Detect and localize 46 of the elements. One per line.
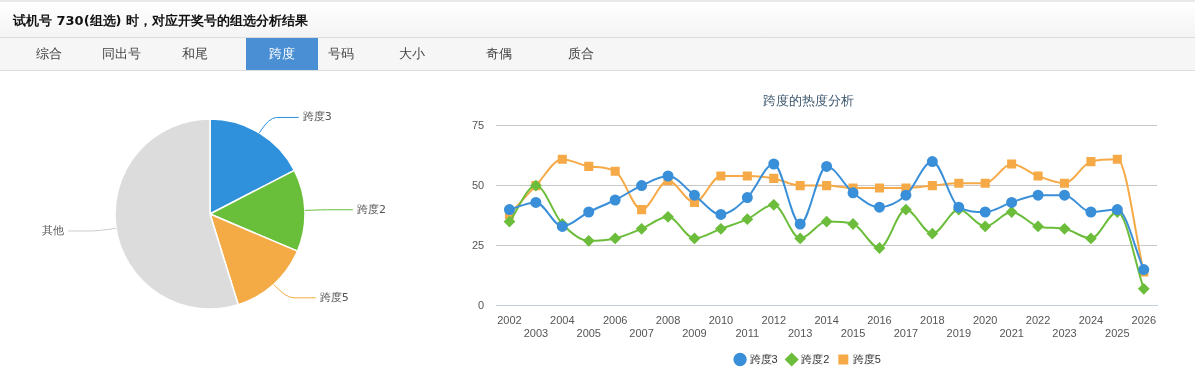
x-tick-label: 2023 [1052, 327, 1077, 340]
x-tick-label: 2008 [655, 314, 681, 327]
x-tick-label: 2010 [708, 314, 734, 327]
x-tick-label: 2016 [867, 314, 892, 327]
x-tick-label: 2019 [946, 327, 972, 340]
y-tick-label: 0 [478, 298, 485, 311]
x-tick-label: 2026 [1131, 314, 1157, 327]
x-tick-label: 2007 [629, 327, 654, 340]
text: 质合 [567, 45, 595, 63]
text: 跨度 [246, 38, 318, 70]
x-tick-label: 2009 [682, 327, 707, 340]
x-tick-label: 2025 [1105, 327, 1130, 340]
x-tick-label: 2021 [999, 327, 1024, 340]
y-tick-label: 25 [471, 238, 485, 251]
text: 大小 [398, 45, 426, 63]
x-tick-label: 2022 [1025, 314, 1051, 327]
text: 奇偶 [485, 45, 513, 63]
slice-label: 其他 [42, 223, 65, 237]
text: 和尾 [181, 45, 209, 63]
text: 同出号 [100, 45, 142, 63]
chart-title: 跨度的热度分析 [763, 93, 854, 109]
x-tick-label: 2017 [893, 327, 919, 340]
legend-label: 跨度3 [749, 352, 778, 365]
x-tick-label: 2024 [1078, 314, 1104, 327]
slice-label: 跨度5 [319, 290, 349, 304]
x-tick-label: 2020 [972, 314, 998, 327]
legend-label: 跨度5 [852, 352, 881, 365]
slice-label: 跨度3 [302, 110, 332, 124]
y-tick-label: 75 [471, 118, 485, 131]
x-tick-label: 2003 [523, 327, 549, 340]
x-tick-label: 2015 [840, 327, 866, 340]
slice-label: 跨度2 [356, 202, 386, 216]
x-tick-label: 2012 [761, 314, 786, 327]
x-tick-label: 2018 [920, 314, 945, 327]
x-tick-label: 2014 [814, 314, 839, 327]
text: 综合 [35, 45, 63, 63]
legend-label: 跨度2 [801, 352, 830, 365]
x-tick-label: 2011 [735, 327, 760, 340]
y-tick-label: 50 [471, 178, 485, 191]
x-tick-label: 2004 [550, 314, 575, 327]
x-tick-label: 2013 [787, 327, 813, 340]
x-tick-label: 2002 [497, 314, 522, 327]
text: 试机号 730(组选) 时，对应开奖号的组选分析结果 [13, 12, 309, 30]
text: 号码 [327, 45, 355, 63]
x-tick-label: 2006 [602, 314, 628, 327]
x-tick-label: 2005 [576, 327, 601, 340]
